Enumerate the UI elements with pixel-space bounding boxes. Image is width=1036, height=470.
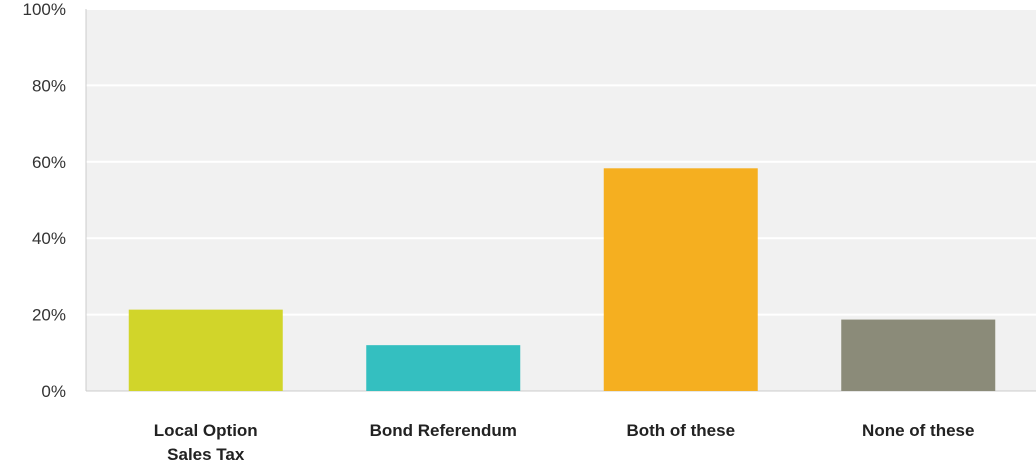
- bar: [603, 168, 758, 391]
- x-axis: Local Option Sales Tax Bond Referendum Both…: [154, 421, 975, 464]
- y-tick-label: 0%: [41, 382, 66, 401]
- y-tick-label: 40%: [32, 229, 66, 248]
- x-category-label-line: None of these: [862, 421, 974, 440]
- y-tick-label: 60%: [32, 153, 66, 172]
- x-category-label-line: Sales Tax: [167, 445, 245, 464]
- x-category-label: None of these: [862, 421, 974, 440]
- bars: [128, 168, 996, 391]
- bar: [841, 319, 996, 391]
- y-tick-label: 100%: [23, 0, 66, 19]
- x-category-label: Bond Referendum: [370, 421, 517, 440]
- x-category-label-line: Bond Referendum: [370, 421, 517, 440]
- x-category-label-line: Both of these: [626, 421, 735, 440]
- y-axis: 0% 20% 40% 60% 80% 100%: [23, 0, 1036, 401]
- bar: [366, 345, 521, 391]
- y-tick-label: 20%: [32, 306, 66, 325]
- x-category-label-line: Local Option: [154, 421, 258, 440]
- y-tick-label: 80%: [32, 76, 66, 95]
- x-category-label: Both of these: [626, 421, 735, 440]
- bar: [128, 309, 283, 391]
- x-category-label: Local Option Sales Tax: [154, 421, 258, 464]
